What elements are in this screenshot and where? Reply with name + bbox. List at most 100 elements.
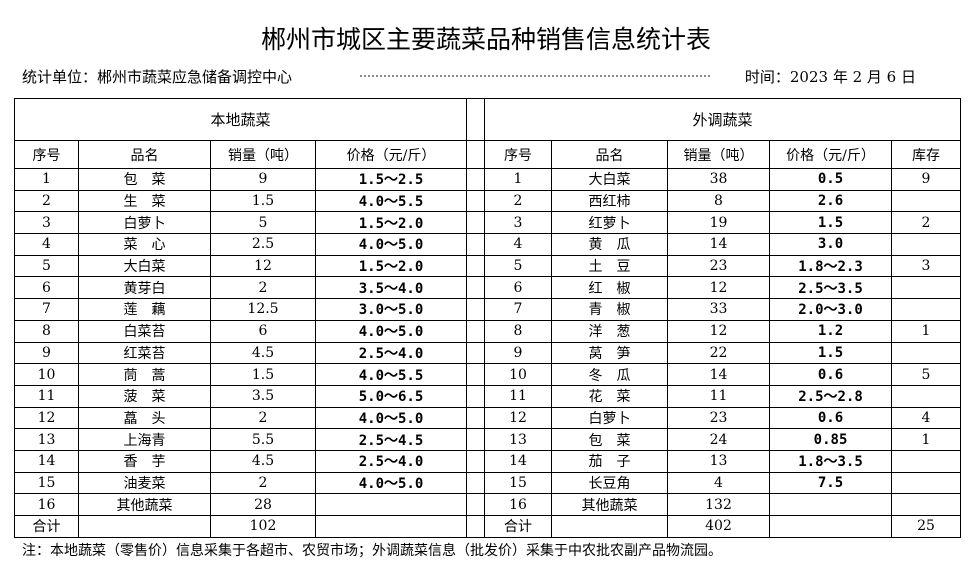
cell: [891, 298, 962, 321]
table-row: 序号 品名 销量（吨） 价格（元/斤） 序号 品名 销量（吨） 价格（元/斤） 库存: [14, 140, 962, 169]
cell: 1.5: [769, 341, 893, 365]
cell: 6: [484, 276, 553, 300]
cell: 4.0～5.0: [314, 471, 468, 495]
cell: 12: [14, 406, 79, 430]
cell: 2: [210, 406, 316, 430]
cell: [891, 493, 962, 516]
cell: 0.6: [769, 406, 893, 430]
cell: 11: [667, 384, 771, 408]
table-body: 本地蔬菜 外调蔬菜 序号 品名 销量（吨） 价格（元/斤） 序号 品名 销量（吨） 价格（元/斤）…: [13, 98, 962, 538]
cell: 4: [14, 233, 79, 256]
cell: 品名: [78, 140, 211, 169]
cell: 22: [667, 341, 771, 365]
cell: [466, 341, 486, 365]
cell: 2.6: [769, 189, 893, 213]
cell: 4: [484, 233, 553, 256]
cell: 长豆角: [551, 471, 669, 495]
cell: 132: [667, 493, 771, 516]
cell: [466, 428, 486, 451]
cell: 8: [14, 319, 79, 343]
cell: [466, 384, 486, 408]
cell: 大白菜: [551, 168, 669, 191]
cell: 藠 头: [78, 406, 211, 430]
cell: 12: [667, 276, 771, 300]
cell: 10: [14, 363, 79, 386]
cell: 16: [14, 493, 79, 516]
cell: [891, 233, 962, 256]
cell: 13: [14, 428, 79, 451]
cell: 冬 瓜: [551, 363, 669, 386]
cell: [314, 515, 468, 538]
cell: 红萝卜: [551, 211, 669, 235]
cell: 6: [14, 276, 79, 300]
cell: 1.5～2.0: [314, 254, 468, 278]
cell: 1.8～3.5: [769, 449, 893, 473]
cell: 外调蔬菜: [484, 98, 962, 141]
cell: 黄芽白: [78, 276, 211, 300]
cell: 合计: [484, 515, 553, 538]
cell: 3.0～5.0: [314, 298, 468, 321]
cell: [466, 211, 486, 235]
cell: 库存: [891, 140, 962, 169]
cell: 25: [891, 515, 962, 538]
cell: 14: [667, 233, 771, 256]
cell: 白萝卜: [78, 211, 211, 235]
table-row: 11 菠 菜 3.5 5.0～6.5 11 花 菜 11 2.5～2.8: [14, 384, 962, 408]
cell: [466, 276, 486, 300]
cell: 序号: [14, 140, 79, 169]
cell: [551, 515, 669, 538]
cell: 销量（吨）: [667, 140, 771, 169]
cell: 23: [667, 254, 771, 278]
cell: 4.0～5.5: [314, 189, 468, 213]
cell: 5: [891, 363, 962, 386]
cell: [466, 471, 486, 495]
cell: 3: [484, 211, 553, 235]
cell: 2: [210, 276, 316, 300]
cell: 1: [891, 319, 962, 343]
cell: 14: [14, 449, 79, 473]
cell: 土 豆: [551, 254, 669, 278]
cell: [466, 406, 486, 430]
cell: 4.5: [210, 449, 316, 473]
cell: [891, 189, 962, 213]
cell: 序号: [484, 140, 553, 169]
cell: [466, 449, 486, 473]
cell: 0.85: [769, 428, 893, 451]
cell: 0.6: [769, 363, 893, 386]
cell: 1.5: [210, 363, 316, 386]
cell: 8: [484, 319, 553, 343]
cell: 7.5: [769, 471, 893, 495]
cell: 2: [891, 211, 962, 235]
cell: 大白菜: [78, 254, 211, 278]
cell: [466, 493, 486, 516]
cell: 2.5～4.5: [314, 428, 468, 451]
cell: 1: [14, 168, 79, 191]
note: 注：本地蔬菜（零售价）信息采集于各超市、农贸市场；外调蔬菜信息（批发价）采集于中…: [22, 543, 722, 559]
cell: 12: [210, 254, 316, 278]
cell: 5.5: [210, 428, 316, 451]
cell: 价格（元/斤）: [314, 140, 468, 169]
table-row: 16 其他蔬菜 28 16 其他蔬菜 132: [14, 493, 962, 516]
cell: 1.5～2.5: [314, 168, 468, 191]
unit: 统计单位：郴州市蔬菜应急储备调控中心: [22, 68, 293, 86]
cell: 19: [667, 211, 771, 235]
table-row: 8 白菜苔 6 4.0～5.0 8 洋 葱 12 1.2 1: [14, 319, 962, 343]
cell: [466, 254, 486, 278]
cell: 11: [484, 384, 553, 408]
cell: 油麦菜: [78, 471, 211, 495]
cell: 2.5～4.0: [314, 449, 468, 473]
cell: 洋 葱: [551, 319, 669, 343]
cell: 莴 笋: [551, 341, 669, 365]
leader-dots: [360, 75, 710, 77]
cell: 5: [14, 254, 79, 278]
cell: 红菜苔: [78, 341, 211, 365]
cell: 7: [14, 298, 79, 321]
cell: 白萝卜: [551, 406, 669, 430]
cell: 0.5: [769, 168, 893, 191]
